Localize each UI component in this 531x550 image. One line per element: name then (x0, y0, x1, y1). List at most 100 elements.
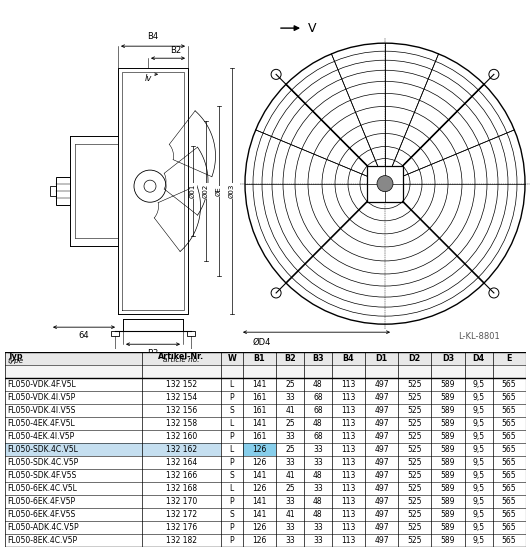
Text: FL050-4EK.4F.V5L: FL050-4EK.4F.V5L (7, 419, 75, 428)
Text: 132 182: 132 182 (166, 536, 197, 545)
Bar (243, 443, 276, 456)
Text: 565: 565 (502, 419, 517, 428)
Text: 113: 113 (341, 393, 356, 402)
Text: 497: 497 (374, 406, 389, 415)
Text: 68: 68 (313, 393, 323, 402)
Text: 132 164: 132 164 (166, 458, 197, 467)
Text: 9,5: 9,5 (473, 510, 485, 519)
Text: 33: 33 (285, 458, 295, 467)
Bar (5, 365, 526, 378)
Text: 132 166: 132 166 (166, 471, 197, 480)
Text: 25: 25 (285, 380, 295, 389)
Text: 33: 33 (313, 484, 323, 493)
Text: 525: 525 (408, 380, 422, 389)
Text: 525: 525 (408, 445, 422, 454)
Text: 565: 565 (502, 458, 517, 467)
Bar (5, 352, 526, 365)
Text: 48: 48 (313, 471, 323, 480)
Text: 589: 589 (441, 419, 455, 428)
Text: 113: 113 (341, 510, 356, 519)
Text: 126: 126 (252, 445, 267, 454)
Text: 141: 141 (252, 419, 267, 428)
Text: 9,5: 9,5 (473, 497, 485, 506)
Text: 589: 589 (441, 471, 455, 480)
Text: P: P (229, 497, 234, 506)
Text: 41: 41 (285, 406, 295, 415)
Text: 48: 48 (313, 510, 323, 519)
Text: 565: 565 (502, 380, 517, 389)
Text: 132 172: 132 172 (166, 510, 197, 519)
Text: 565: 565 (502, 393, 517, 402)
Text: W: W (227, 354, 236, 363)
Text: B3: B3 (312, 354, 324, 363)
Text: FL050-SDK.4C.V5P: FL050-SDK.4C.V5P (7, 458, 79, 467)
Text: 9,5: 9,5 (473, 419, 485, 428)
Text: 126: 126 (252, 484, 267, 493)
Text: 565: 565 (502, 510, 517, 519)
Text: D3: D3 (442, 354, 454, 363)
Text: 41: 41 (285, 510, 295, 519)
Text: V: V (308, 21, 316, 35)
Text: Typ: Typ (7, 352, 23, 361)
Text: lv: lv (144, 74, 152, 83)
Text: P: P (229, 393, 234, 402)
Text: 589: 589 (441, 393, 455, 402)
Text: P: P (229, 432, 234, 441)
Text: B2: B2 (284, 354, 296, 363)
Text: 497: 497 (374, 432, 389, 441)
Text: Artikel-Nr.: Artikel-Nr. (158, 352, 204, 361)
Text: 132 176: 132 176 (166, 523, 197, 532)
Text: 9,5: 9,5 (473, 432, 485, 441)
Text: L: L (229, 419, 234, 428)
Text: 141: 141 (252, 471, 267, 480)
Text: Ø03: Ø03 (229, 184, 235, 199)
Text: 497: 497 (374, 458, 389, 467)
Text: 33: 33 (313, 445, 323, 454)
Text: 525: 525 (408, 458, 422, 467)
Text: 126: 126 (252, 536, 267, 545)
Text: 132 162: 132 162 (166, 445, 197, 454)
Text: 9,5: 9,5 (473, 484, 485, 493)
Text: 565: 565 (502, 445, 517, 454)
Text: 497: 497 (374, 380, 389, 389)
Text: 68: 68 (313, 432, 323, 441)
Text: 589: 589 (441, 445, 455, 454)
Text: 48: 48 (313, 419, 323, 428)
Text: 33: 33 (285, 393, 295, 402)
Text: 9,5: 9,5 (473, 458, 485, 467)
Bar (56, 177, 70, 205)
Text: FL050-VDK.4I.V5S: FL050-VDK.4I.V5S (7, 406, 76, 415)
Text: 525: 525 (408, 419, 422, 428)
Text: 113: 113 (341, 419, 356, 428)
Text: 525: 525 (408, 510, 422, 519)
Text: 9,5: 9,5 (473, 393, 485, 402)
Text: FL050-4EK.4I.V5P: FL050-4EK.4I.V5P (7, 432, 75, 441)
Text: 497: 497 (374, 445, 389, 454)
Text: 565: 565 (502, 497, 517, 506)
Text: 33: 33 (285, 536, 295, 545)
Text: 9,5: 9,5 (473, 536, 485, 545)
Text: B4: B4 (148, 32, 159, 41)
Text: 113: 113 (341, 445, 356, 454)
Text: L: L (229, 380, 234, 389)
Text: 525: 525 (408, 523, 422, 532)
Text: 132 158: 132 158 (166, 419, 197, 428)
Text: 132 160: 132 160 (166, 432, 197, 441)
Text: 497: 497 (374, 471, 389, 480)
Text: 64: 64 (79, 331, 89, 340)
Bar (5, 443, 221, 456)
Text: 161: 161 (252, 406, 267, 415)
Text: 33: 33 (313, 536, 323, 545)
Text: 113: 113 (341, 380, 356, 389)
Text: 132 154: 132 154 (166, 393, 197, 402)
Text: B2: B2 (170, 46, 182, 55)
Text: type: type (7, 358, 24, 364)
Text: 68: 68 (313, 406, 323, 415)
Text: FL050-6EK.4F.V5P: FL050-6EK.4F.V5P (7, 497, 76, 506)
Text: 132 170: 132 170 (166, 497, 197, 506)
Text: 113: 113 (341, 497, 356, 506)
Text: 497: 497 (374, 484, 389, 493)
Text: Ø01: Ø01 (190, 184, 196, 199)
Text: 113: 113 (341, 458, 356, 467)
Bar (50, 186, 56, 196)
